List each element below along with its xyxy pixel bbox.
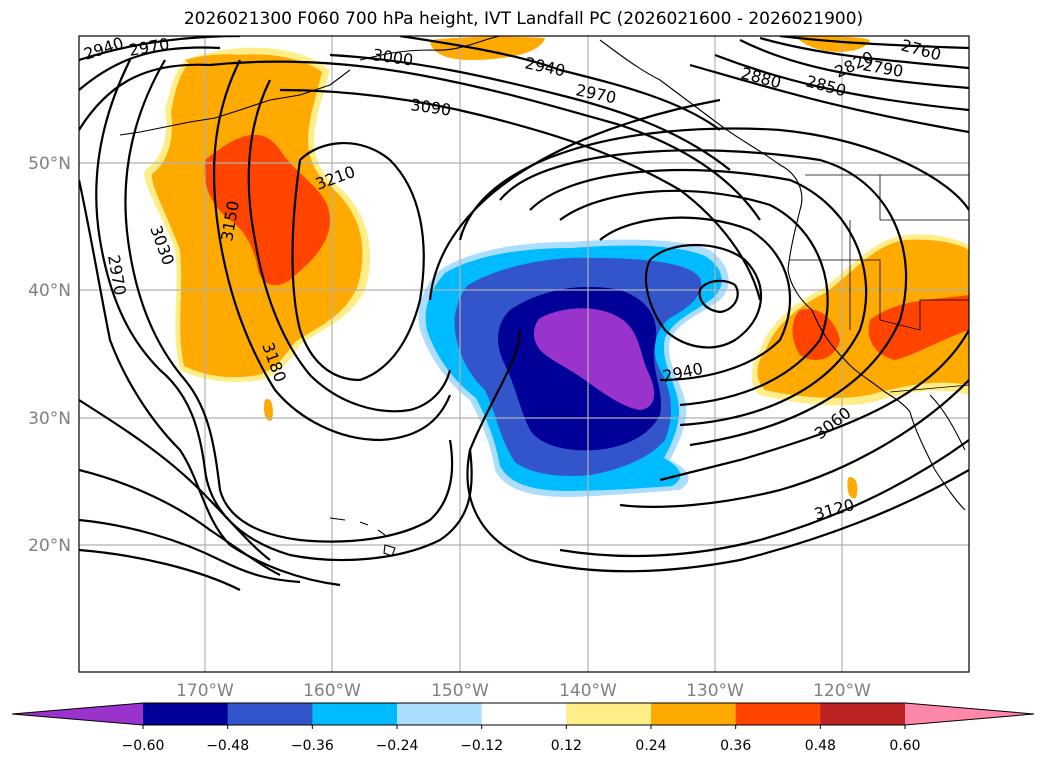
ivt-positive-north bbox=[430, 36, 545, 60]
contour-trough-1 bbox=[95, 59, 473, 562]
colorbar-segment bbox=[143, 703, 229, 725]
coast-hawaii bbox=[329, 517, 396, 557]
contour-label: 3060 bbox=[811, 403, 855, 443]
contour-trough-2 bbox=[124, 59, 454, 543]
contour-2850 bbox=[714, 53, 969, 112]
lon-label-120w: 120°W bbox=[813, 681, 871, 701]
ivt-positive-spot-b bbox=[847, 477, 858, 499]
contour-3000 bbox=[79, 60, 761, 221]
lon-label-170w: 170°W bbox=[176, 681, 234, 701]
contour-ridge-3210 bbox=[291, 141, 425, 382]
ivt-positive-strong-east2 bbox=[868, 295, 969, 360]
lat-label-50n: 50°N bbox=[28, 154, 71, 174]
contour-west-3090 bbox=[79, 548, 241, 591]
colorbar-extend-high bbox=[905, 703, 1034, 725]
lon-label-160w: 160°W bbox=[303, 681, 361, 701]
contour-3090-south bbox=[428, 98, 969, 508]
colorbar-tick-label: −0.36 bbox=[291, 738, 334, 754]
coast-uswest bbox=[787, 209, 911, 413]
contour-west-3000 bbox=[79, 399, 271, 561]
colorbar-tick-label: −0.24 bbox=[376, 738, 419, 754]
contour-label: 2880 bbox=[739, 64, 783, 93]
contour-3060 bbox=[458, 127, 969, 482]
contour-3150 bbox=[466, 329, 969, 573]
lon-label-140w: 140°W bbox=[559, 681, 617, 701]
contour-2790 bbox=[759, 36, 969, 70]
lat-label-30n: 30°N bbox=[28, 409, 71, 429]
colorbar-tick-label: 0.48 bbox=[805, 738, 836, 754]
border-us-mexico bbox=[889, 384, 969, 393]
longitude-labels: 170°W 160°W 150°W 140°W 130°W 120°W bbox=[176, 681, 871, 701]
map-title: 2026021300 F060 700 hPa height, IVT Land… bbox=[183, 9, 864, 29]
colorbar-tick-label: −0.48 bbox=[206, 738, 249, 754]
contour-2970-north bbox=[79, 46, 731, 171]
colorbar-segment bbox=[735, 703, 821, 725]
contour-2970-low bbox=[559, 189, 829, 407]
contour-2940-low bbox=[599, 216, 792, 382]
colorbar-tick-label: −0.12 bbox=[460, 738, 503, 754]
contour-ridge-3180 bbox=[247, 79, 452, 413]
contour-2760 bbox=[779, 36, 969, 50]
colorbar-segment bbox=[481, 703, 567, 725]
colorbar-segment bbox=[651, 703, 737, 725]
ivt-positive-spot-a bbox=[263, 399, 273, 421]
contour-label: 2970 bbox=[127, 34, 170, 60]
contour-label: 3090 bbox=[409, 95, 452, 119]
colorbar-segment bbox=[312, 703, 398, 725]
contour-low-ring bbox=[698, 279, 739, 314]
border-states bbox=[790, 175, 969, 331]
lon-label-130w: 130°W bbox=[686, 681, 744, 701]
contour-3090-north bbox=[279, 88, 762, 301]
coast-alaska bbox=[359, 36, 501, 61]
lat-label-20n: 20°N bbox=[28, 536, 71, 556]
contour-label: 2940 bbox=[523, 53, 567, 80]
colorbar-tick-label: −0.60 bbox=[122, 738, 165, 754]
lat-label-40n: 40°N bbox=[28, 281, 71, 301]
ivt-positive-strong-east bbox=[792, 309, 840, 360]
colorbar-segment bbox=[397, 703, 483, 725]
coast-gulf-ca bbox=[929, 394, 966, 451]
map-frame bbox=[78, 35, 970, 673]
colorbar-segment bbox=[820, 703, 906, 725]
contour-2820 bbox=[739, 39, 969, 90]
contour-label: 3120 bbox=[812, 495, 856, 524]
colorbar-segment bbox=[566, 703, 652, 725]
coast-baja bbox=[909, 411, 966, 511]
height-contours bbox=[79, 36, 969, 591]
contour-label: 2760 bbox=[899, 36, 943, 65]
contour-2880 bbox=[689, 63, 969, 134]
lon-label-150w: 150°W bbox=[431, 681, 489, 701]
contour-west-3030 bbox=[79, 468, 281, 576]
colorbar-tick-label: 0.12 bbox=[551, 738, 582, 754]
ivt-negative-strongest bbox=[534, 308, 655, 410]
contour-label: 2940 bbox=[81, 33, 126, 64]
contour-3120 bbox=[559, 439, 969, 558]
colorbar-tick-label: 0.24 bbox=[635, 738, 666, 754]
contour-ridge-3150 bbox=[212, 59, 452, 442]
colorbar-extend-low bbox=[12, 703, 143, 725]
colorbar-segment bbox=[227, 703, 313, 725]
latitude-labels: 50°N 40°N 30°N 20°N bbox=[28, 154, 71, 556]
contour-3000-low bbox=[529, 168, 868, 427]
contour-west-3060 bbox=[79, 518, 301, 584]
gridlines bbox=[79, 36, 969, 672]
contour-low-ring2 bbox=[645, 244, 763, 349]
colorbar-tick-label: 0.36 bbox=[720, 738, 751, 754]
contour-label: 3000 bbox=[371, 45, 414, 69]
colorbar: −0.60 −0.48 −0.36 −0.24 −0.12 0.12 0.24 0.36 0.4… bbox=[11, 702, 1035, 754]
contour-3030-low bbox=[499, 149, 908, 447]
colorbar-tick-label: 0.60 bbox=[889, 738, 920, 754]
coast-bc bbox=[599, 39, 803, 211]
ivt-shading bbox=[144, 36, 969, 499]
